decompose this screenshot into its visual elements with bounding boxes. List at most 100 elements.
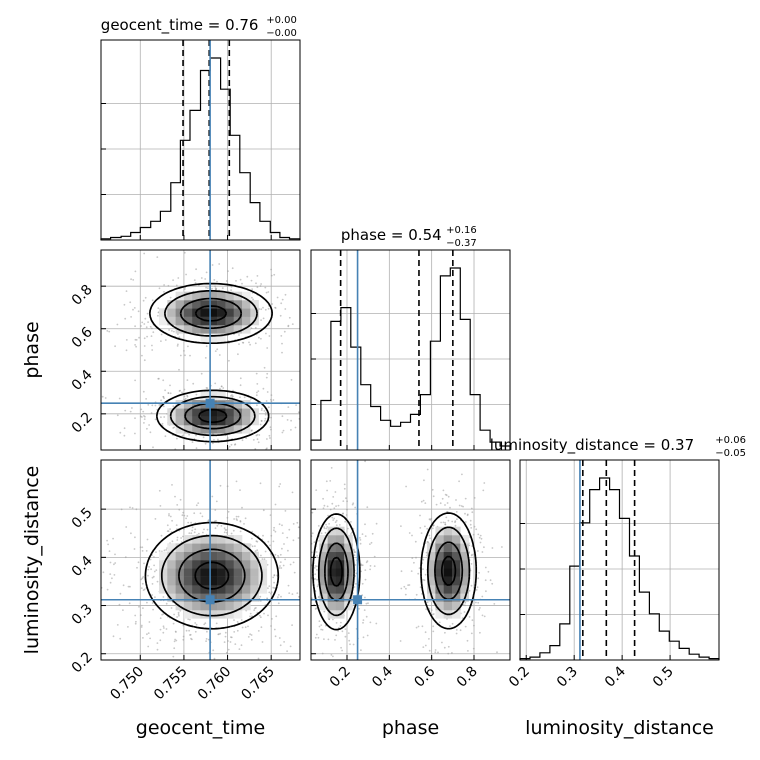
sample-point [160, 340, 162, 342]
title-minus: −0.00 [266, 28, 297, 39]
sample-point [330, 654, 333, 656]
sample-point [195, 447, 198, 449]
sample-point [171, 519, 174, 522]
sample-point [289, 563, 292, 566]
sample-point [420, 500, 423, 503]
sample-point [127, 585, 130, 588]
sample-point [445, 516, 448, 519]
density-cell [233, 568, 243, 577]
sample-point [326, 489, 328, 492]
density-cell [217, 325, 226, 334]
sample-point [239, 396, 241, 399]
sample-point [471, 619, 474, 622]
sample-point [151, 576, 154, 579]
sample-point [375, 522, 378, 525]
density-cell [335, 551, 345, 561]
sample-point [215, 519, 217, 522]
sample-point [341, 512, 344, 515]
density-cell [233, 560, 243, 569]
sample-point [153, 556, 155, 558]
density-cell [435, 576, 444, 586]
sample-point [259, 423, 262, 426]
sample-point [264, 413, 267, 416]
sample-point [109, 573, 112, 575]
sample-point [424, 644, 427, 647]
sample-point [254, 326, 257, 329]
sample-point [317, 636, 320, 639]
density-cell [175, 425, 185, 434]
sample-point [265, 332, 267, 335]
sample-point [168, 329, 171, 331]
sample-point [149, 431, 152, 434]
sample-point [191, 526, 194, 529]
sample-point [187, 521, 190, 524]
sample-point [293, 571, 296, 574]
sample-point [241, 506, 243, 509]
panel-frame-geocent_time [100, 39, 301, 241]
sample-point [352, 502, 355, 505]
density-cell [319, 568, 328, 577]
density-cell [452, 560, 461, 569]
sample-point [362, 619, 365, 621]
sample-point [278, 567, 281, 569]
sample-point [188, 629, 191, 632]
sample-point [410, 570, 413, 572]
sample-point [291, 624, 293, 626]
sample-point [205, 345, 208, 348]
sample-point [327, 638, 330, 641]
sample-point [118, 603, 121, 606]
density-cell [435, 568, 444, 577]
sample-point [447, 652, 450, 655]
sample-point [250, 279, 253, 282]
sample-point [435, 503, 438, 506]
sample-point [186, 515, 189, 517]
density-cell [217, 593, 226, 602]
sample-point [326, 505, 329, 508]
sample-point [256, 383, 259, 385]
sample-point [134, 536, 136, 539]
density-cell [335, 568, 345, 577]
sample-point [314, 565, 317, 567]
sample-point [204, 622, 207, 625]
sample-point [439, 502, 442, 505]
sample-point [264, 550, 267, 553]
sample-point [437, 651, 439, 654]
sample-point [415, 593, 418, 596]
sample-point [188, 618, 191, 621]
sample-point [143, 418, 146, 420]
layer-lines [101, 40, 636, 660]
sample-point [274, 306, 276, 309]
sample-point [127, 626, 129, 628]
density-cell [327, 568, 337, 577]
title-text: luminosity_distance = 0.37 [490, 436, 694, 455]
sample-point [260, 554, 262, 557]
sample-point [240, 619, 243, 621]
sample-point [483, 546, 485, 549]
sample-point [329, 480, 332, 482]
sample-point [165, 628, 168, 630]
sample-point [246, 275, 249, 278]
sample-point [235, 515, 238, 518]
sample-point [214, 527, 217, 530]
sample-point [262, 317, 265, 320]
sample-point [426, 527, 429, 530]
sample-point [258, 434, 261, 436]
sample-point [269, 514, 272, 516]
sample-point [425, 551, 428, 554]
sample-point [223, 527, 226, 530]
density-cell [217, 601, 226, 611]
density-cell [200, 291, 210, 301]
sample-point [369, 621, 372, 624]
sample-point [237, 353, 239, 356]
sample-point [464, 512, 466, 515]
density-cell [200, 391, 210, 401]
sample-point [213, 439, 215, 441]
sample-point [205, 638, 208, 640]
sample-point [251, 530, 254, 533]
density-cell [192, 300, 201, 309]
sample-point [256, 438, 259, 441]
density-cell [175, 316, 185, 326]
sample-point [272, 399, 275, 401]
sample-point [483, 615, 486, 618]
